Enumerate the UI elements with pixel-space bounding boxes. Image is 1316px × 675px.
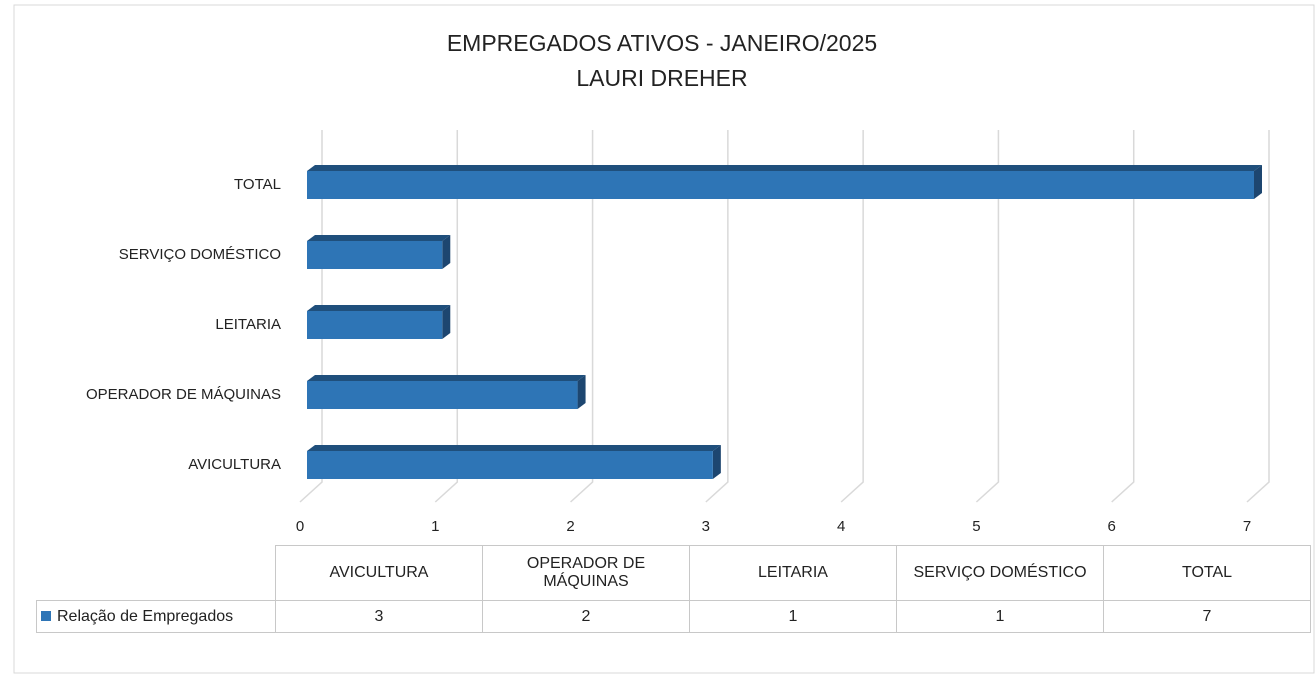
grid-line [840, 130, 864, 503]
x-tick-label: 3 [702, 518, 710, 535]
bar-top [307, 165, 1262, 171]
chart-title: EMPREGADOS ATIVOS - JANEIRO/2025 [447, 30, 877, 56]
x-tick-label: 7 [1243, 518, 1251, 535]
grid-line [434, 130, 459, 503]
bar-top [307, 445, 721, 451]
bar-side [577, 375, 586, 409]
table-header-cell: OPERADOR DE MÁQUINAS [482, 545, 690, 601]
grid-line [1111, 130, 1135, 503]
legend-swatch [41, 610, 51, 621]
data-table: AVICULTURA OPERADOR DE MÁQUINAS LEITARIA SE… [36, 545, 1311, 633]
grid-line [705, 130, 729, 503]
table-header-cell: AVICULTURA [275, 545, 483, 601]
bar-side [1254, 165, 1262, 199]
table-header-cell: SERVIÇO DOMÉSTICO [896, 545, 1104, 601]
table-header-row: AVICULTURA OPERADOR DE MÁQUINAS LEITARIA SE… [37, 545, 1311, 601]
table-value-cell: 1 [689, 600, 897, 633]
table-header-cell: LEITARIA [689, 545, 897, 601]
y-tick-label: TOTAL [234, 176, 281, 193]
legend-cell: Relação de Empregados [36, 600, 276, 633]
x-tick-label: 6 [1108, 518, 1116, 535]
table-value-cell: 2 [482, 600, 690, 633]
bar [307, 451, 713, 479]
bar-side [442, 235, 451, 269]
bar-top [307, 305, 451, 311]
x-tick-label: 1 [431, 518, 439, 535]
y-tick-label: SERVIÇO DOMÉSTICO [119, 246, 281, 263]
bar-side [712, 445, 721, 479]
blank-cell [37, 546, 276, 601]
bar [307, 171, 1254, 199]
bar [307, 381, 578, 409]
x-tick-label: 4 [837, 518, 845, 535]
bar-top [307, 375, 586, 381]
x-tick-label: 2 [566, 518, 574, 535]
table-value-cell: 1 [896, 600, 1104, 633]
chart-subtitle: LAURI DREHER [576, 65, 747, 91]
grid-line [1246, 130, 1270, 503]
bar [307, 241, 443, 269]
y-tick-label: OPERADOR DE MÁQUINAS [86, 386, 281, 403]
y-tick-label: LEITARIA [215, 316, 281, 333]
legend-label: Relação de Empregados [57, 607, 234, 625]
bar-side [442, 305, 451, 339]
table-header-cell: TOTAL [1103, 545, 1311, 601]
grid-line [570, 130, 594, 503]
x-tick-label: 5 [972, 518, 980, 535]
y-tick-label: AVICULTURA [188, 456, 281, 473]
table-value-cell: 7 [1103, 600, 1311, 633]
table-value-cell: 3 [275, 600, 483, 633]
bar [307, 311, 443, 339]
x-tick-label: 0 [296, 518, 304, 535]
chart-border [13, 4, 1315, 674]
grid-line [975, 130, 1000, 503]
bar-top [307, 235, 451, 241]
